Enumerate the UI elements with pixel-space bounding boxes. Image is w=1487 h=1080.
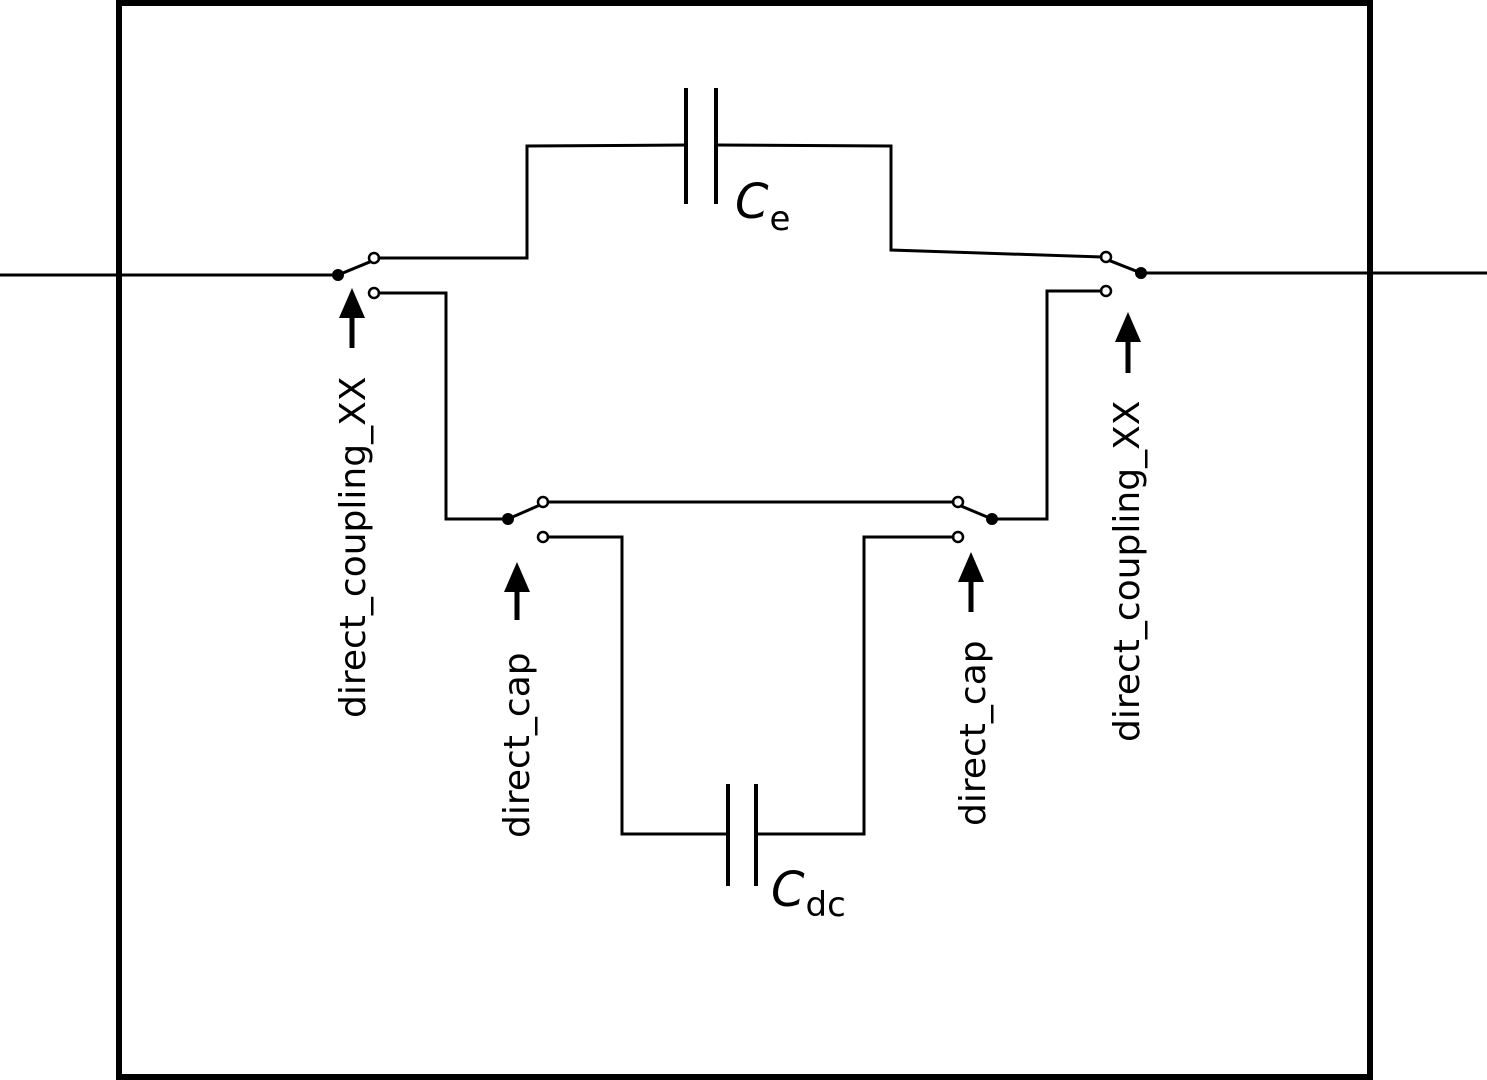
capacitor-cdc-subscript: dc: [806, 885, 846, 925]
right-outer-switch-blade: [1106, 258, 1143, 275]
left-outer-control-arrow: [339, 288, 365, 348]
left-outer-switch-label: direct_coupling_XX: [333, 377, 374, 718]
left-drop-wire: [377, 291, 510, 521]
capacitor-ce-subscript: e: [770, 199, 791, 239]
arrow-head-icon: [1115, 312, 1141, 342]
arrow-head-icon: [504, 562, 530, 592]
capacitor-cdc-symbol: C: [771, 862, 805, 918]
enclosure-frame: [116, 0, 1373, 1080]
bottom-branch-left-wire: [546, 535, 730, 836]
top-branch-right-wire: [714, 143, 1103, 259]
top-branch-left-wire: [377, 143, 688, 260]
left-inner-control-arrow: [504, 562, 530, 620]
arrow-head-icon: [339, 288, 365, 318]
left-outer-switch: [332, 251, 381, 300]
right-outer-control-arrow: [1115, 312, 1141, 373]
right-inner-control-arrow: [958, 552, 984, 612]
arrow-head-icon: [958, 552, 984, 582]
left-inner-switch-blade: [506, 503, 542, 521]
right-outer-switch: [1099, 250, 1147, 298]
left-outer-switch-blade: [336, 259, 374, 277]
right-outer-switch-label: direct_coupling_XX: [1107, 401, 1148, 742]
capacitor-ce-label: Ce: [735, 174, 790, 239]
left-inner-switch: [502, 495, 550, 544]
bottom-branch-right-wire: [754, 535, 955, 836]
capacitor-cdc-label: Cdc: [771, 862, 846, 925]
right-inner-switch-blade: [959, 504, 994, 521]
right-inner-switch: [951, 495, 998, 544]
right-inner-switch-label: direct_cap: [953, 640, 994, 826]
capacitor-ce-symbol: C: [735, 174, 769, 230]
right-drop-wire: [990, 289, 1103, 521]
left-inner-switch-label: direct_cap: [497, 652, 538, 838]
